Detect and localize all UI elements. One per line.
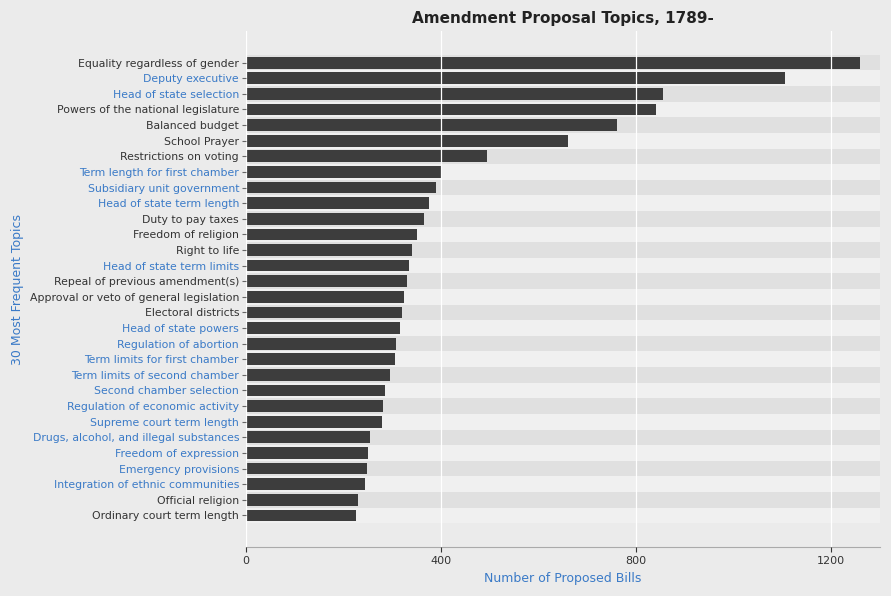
Bar <box>246 102 880 117</box>
Bar <box>246 242 880 258</box>
Bar <box>246 291 405 303</box>
Bar <box>246 445 880 461</box>
Bar <box>246 367 880 383</box>
Bar <box>246 260 409 271</box>
Bar <box>246 369 390 381</box>
Bar <box>246 398 880 414</box>
Bar <box>246 197 429 209</box>
Bar <box>246 384 385 396</box>
Bar <box>246 119 617 131</box>
Bar <box>246 148 880 164</box>
Bar <box>246 135 568 147</box>
Bar <box>246 353 395 365</box>
Bar <box>246 306 402 318</box>
Bar <box>246 73 785 84</box>
Bar <box>246 164 880 180</box>
Bar <box>246 211 880 226</box>
Bar <box>246 226 880 242</box>
Bar <box>246 289 880 305</box>
X-axis label: Number of Proposed Bills: Number of Proposed Bills <box>484 572 642 585</box>
Bar <box>246 274 880 289</box>
Bar <box>246 57 861 69</box>
Bar <box>246 133 880 148</box>
Bar <box>246 476 880 492</box>
Bar <box>246 416 381 427</box>
Bar <box>246 338 396 349</box>
Bar <box>246 244 412 256</box>
Bar <box>246 479 365 490</box>
Bar <box>246 275 407 287</box>
Bar <box>246 447 368 459</box>
Bar <box>246 150 487 162</box>
Bar <box>246 461 880 476</box>
Bar <box>246 104 656 116</box>
Bar <box>246 70 880 86</box>
Bar <box>246 336 880 352</box>
Bar <box>246 322 399 334</box>
Bar <box>246 88 663 100</box>
Bar <box>246 258 880 274</box>
Bar <box>246 462 367 474</box>
Bar <box>246 492 880 508</box>
Bar <box>246 432 371 443</box>
Bar <box>246 213 424 225</box>
Bar <box>246 195 880 211</box>
Bar <box>246 228 417 240</box>
Bar <box>246 182 437 194</box>
Bar <box>246 383 880 398</box>
Bar <box>246 508 880 523</box>
Title: Amendment Proposal Topics, 1789-: Amendment Proposal Topics, 1789- <box>412 11 714 26</box>
Y-axis label: 30 Most Frequent Topics: 30 Most Frequent Topics <box>11 213 24 365</box>
Bar <box>246 494 358 505</box>
Bar <box>246 180 880 195</box>
Bar <box>246 430 880 445</box>
Bar <box>246 305 880 320</box>
Bar <box>246 352 880 367</box>
Bar <box>246 401 382 412</box>
Bar <box>246 320 880 336</box>
Bar <box>246 510 356 522</box>
Bar <box>246 55 880 70</box>
Bar <box>246 117 880 133</box>
Bar <box>246 86 880 102</box>
Bar <box>246 414 880 430</box>
Bar <box>246 166 441 178</box>
